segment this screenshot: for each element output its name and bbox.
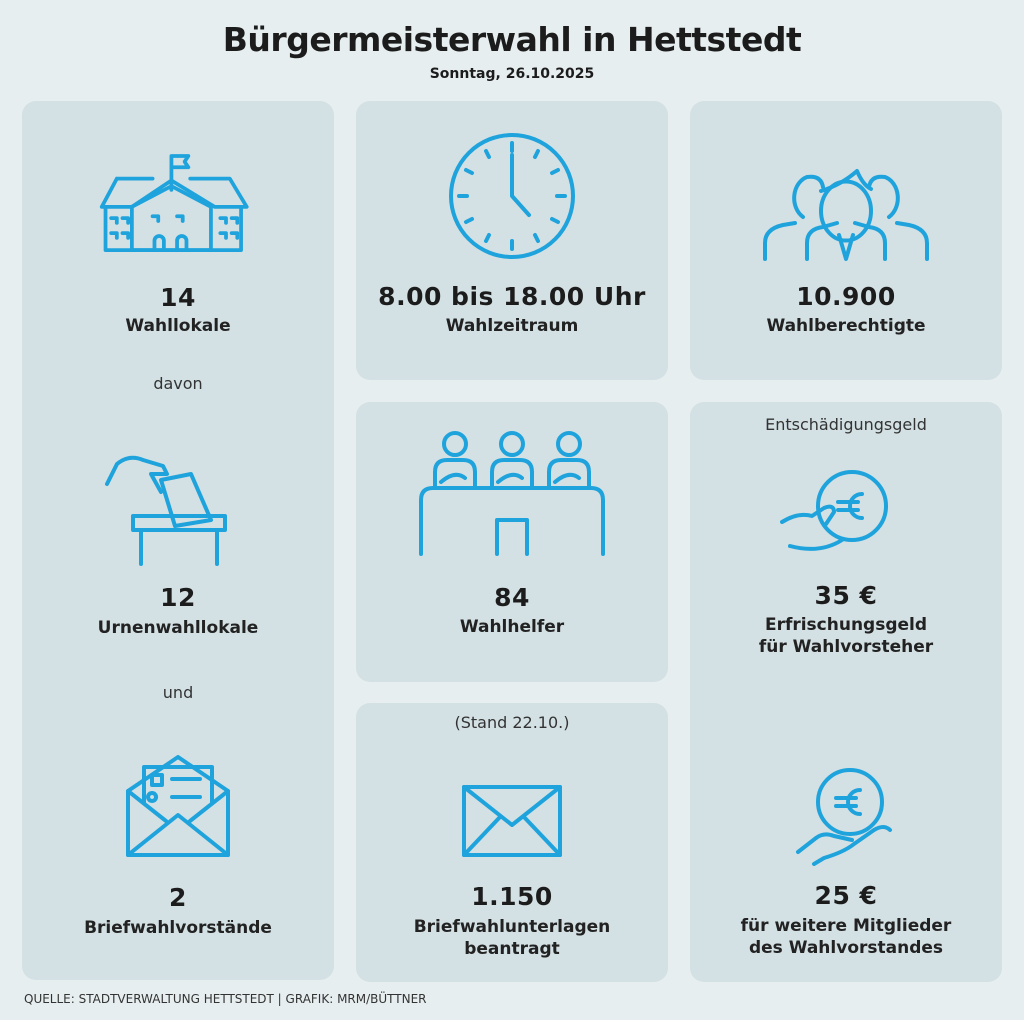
- town-hall-icon: [99, 154, 249, 252]
- helpers-count: 84: [494, 583, 530, 612]
- eligible-voters-count: 10.900: [796, 282, 896, 311]
- polling-stations-label: Wahllokale: [125, 316, 231, 336]
- compensation-amount-chair: 35 €: [814, 581, 878, 610]
- postal-votes-panel: (Stand 22.10.) 1.150 Briefwahlunterlagen…: [356, 703, 668, 982]
- compensation-heading: Entschädigungsgeld: [765, 415, 927, 434]
- ballot-box-icon: [105, 455, 227, 566]
- helpers-panel: 84 Wahlhelfer: [356, 402, 668, 682]
- postal-boards-count: 2: [169, 883, 187, 912]
- voting-time-value: 8.00 bis 18.00 Uhr: [378, 282, 646, 311]
- postal-votes-label-line1: Briefwahlunterlagen: [413, 917, 611, 937]
- source-credit: QUELLE: STADTVERWALTUNG HETTSTEDT | GRAF…: [24, 992, 427, 1006]
- people-group-icon: [763, 169, 929, 261]
- election-helpers-icon: [419, 431, 605, 556]
- eligible-voters-label: Wahlberechtigte: [766, 316, 926, 336]
- separator-davon: davon: [153, 374, 203, 393]
- page-title: Bürgermeisterwahl in Hettstedt: [222, 20, 802, 59]
- postal-votes-label-line2: beantragt: [464, 939, 560, 959]
- eligible-voters-panel: 10.900 Wahlberechtigte: [690, 101, 1002, 380]
- urn-stations-count: 12: [160, 583, 196, 612]
- compensation-label-members-line1: für weitere Mitglieder: [740, 916, 952, 936]
- compensation-panel: Entschädigungsgeld 35 € Erfrischungsgeld…: [690, 402, 1002, 982]
- clock-icon: [449, 133, 575, 259]
- compensation-amount-members: 25 €: [814, 881, 878, 910]
- envelope-icon: [462, 785, 562, 857]
- compensation-label-members-line2: des Wahlvorstandes: [748, 938, 944, 958]
- voting-time-label: Wahlzeitraum: [445, 316, 579, 336]
- postal-votes-count: 1.150: [471, 882, 553, 911]
- helpers-label: Wahlhelfer: [459, 617, 565, 637]
- voting-time-panel: 8.00 bis 18.00 Uhr Wahlzeitraum: [356, 101, 668, 380]
- polling-stations-count: 14: [160, 283, 196, 312]
- polling-stations-panel: 14 Wahllokale davon 12 Urnenwahllokale u…: [22, 101, 334, 980]
- compensation-label-chair-line1: Erfrischungsgeld: [764, 615, 928, 635]
- hand-giving-euro-coin-icon: [780, 470, 888, 551]
- separator-und: und: [162, 683, 194, 702]
- compensation-label-chair-line2: für Wahlvorsteher: [758, 637, 934, 657]
- election-date: Sonntag, 26.10.2025: [429, 66, 595, 82]
- postal-votes-note: (Stand 22.10.): [454, 713, 570, 732]
- hand-holding-euro-coin-icon: [796, 768, 892, 866]
- postal-boards-label: Briefwahlvorstände: [84, 918, 272, 938]
- open-envelope-icon: [126, 755, 230, 857]
- urn-stations-label: Urnenwahllokale: [97, 618, 259, 638]
